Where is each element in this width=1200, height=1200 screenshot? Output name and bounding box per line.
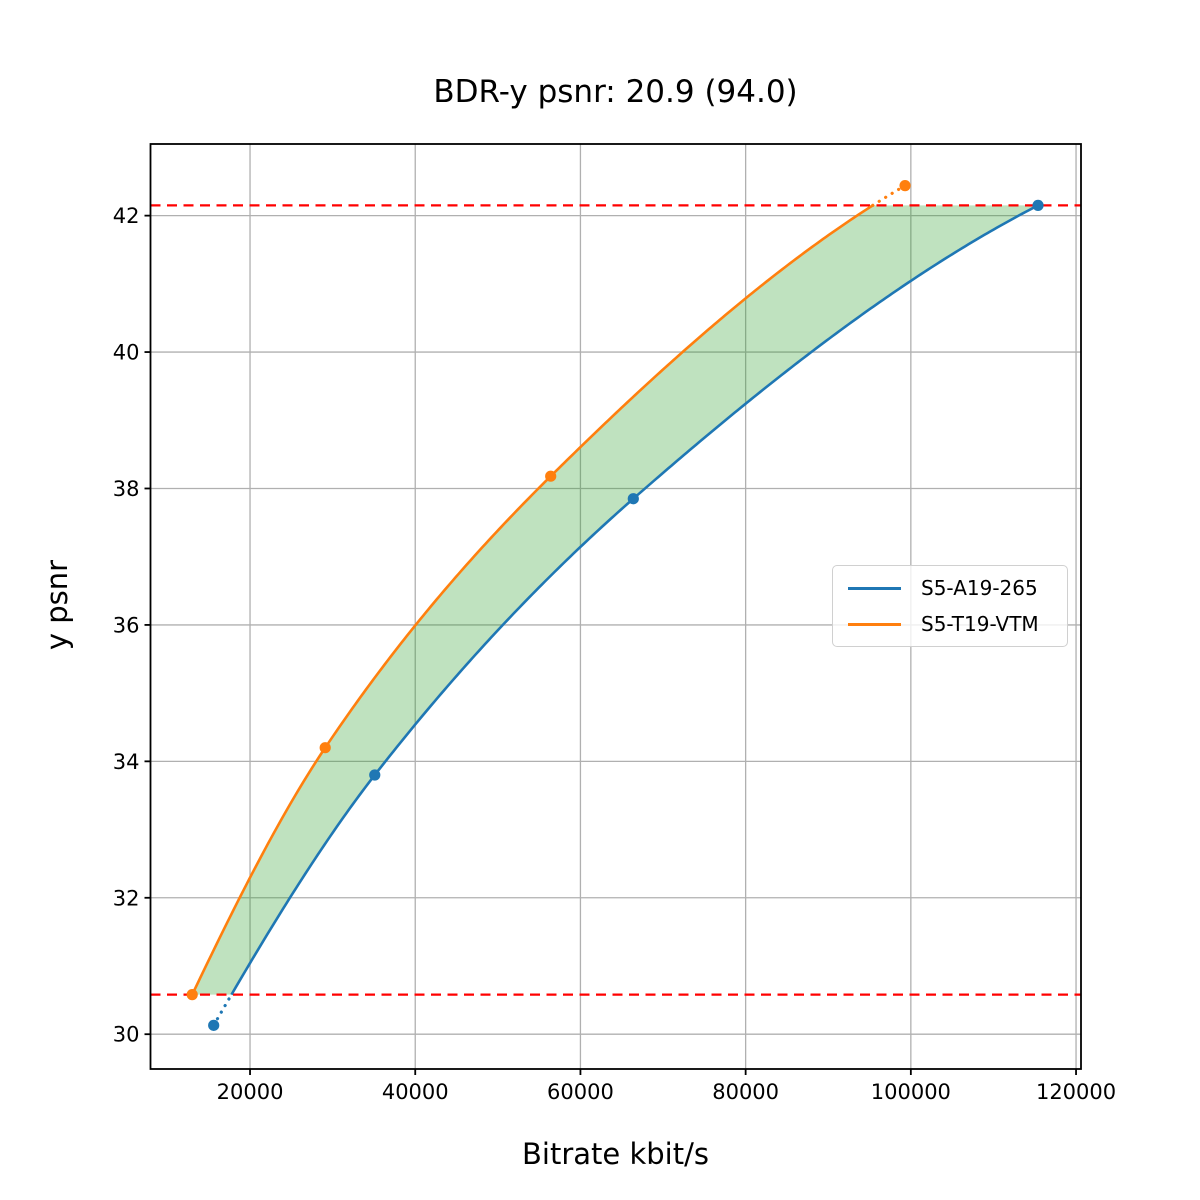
x-tick-label-100000: 100000 <box>871 1080 951 1104</box>
y-tick-label-32: 32 <box>113 886 140 910</box>
legend-line-sample-orange <box>848 622 901 626</box>
curve-S5-A19-265-extrapolated <box>212 993 234 1027</box>
y-tick-label-34: 34 <box>113 750 140 774</box>
curve-S5-T19-VTM-extrapolated <box>871 184 907 207</box>
x-tick-label-80000: 80000 <box>712 1080 779 1104</box>
legend: S5-A19-265 S5-T19-VTM <box>832 565 1068 647</box>
y-tick-label-36: 36 <box>113 613 140 637</box>
axes-spines <box>149 143 1082 1070</box>
legend-line-sample-blue <box>848 586 901 590</box>
data-point-S5-T19-VTM <box>899 180 911 192</box>
data-point-S5-T19-VTM <box>186 989 198 1001</box>
x-tick-label-120000: 120000 <box>1036 1080 1116 1104</box>
y-tick-label-40: 40 <box>113 341 140 365</box>
x-tick-label-20000: 20000 <box>217 1080 284 1104</box>
legend-label: S5-A19-265 <box>921 576 1038 600</box>
legend-item: S5-A19-265 <box>833 574 1067 602</box>
curve-S5-T19-VTM <box>191 204 874 996</box>
y-tick-label-30: 30 <box>113 1023 140 1047</box>
bd-rate-shaded-region <box>192 205 1039 995</box>
y-tick-label-42: 42 <box>113 204 140 228</box>
y-axis-label: y psnr <box>40 559 74 651</box>
x-axis-label: Bitrate kbit/s <box>522 1137 709 1171</box>
data-point-S5-T19-VTM <box>319 742 331 754</box>
y-tick-label-38: 38 <box>113 477 140 501</box>
data-point-S5-T19-VTM <box>545 470 557 482</box>
data-point-S5-A19-265 <box>208 1019 220 1031</box>
x-tick-label-60000: 60000 <box>547 1080 614 1104</box>
data-point-S5-A19-265 <box>1032 199 1044 211</box>
data-point-S5-A19-265 <box>627 493 639 505</box>
data-point-S5-A19-265 <box>369 769 381 781</box>
chart-title: BDR-y psnr: 20.9 (94.0) <box>433 74 798 110</box>
x-tick-label-40000: 40000 <box>382 1080 449 1104</box>
legend-label: S5-T19-VTM <box>921 612 1039 636</box>
legend-item: S5-T19-VTM <box>833 610 1067 638</box>
